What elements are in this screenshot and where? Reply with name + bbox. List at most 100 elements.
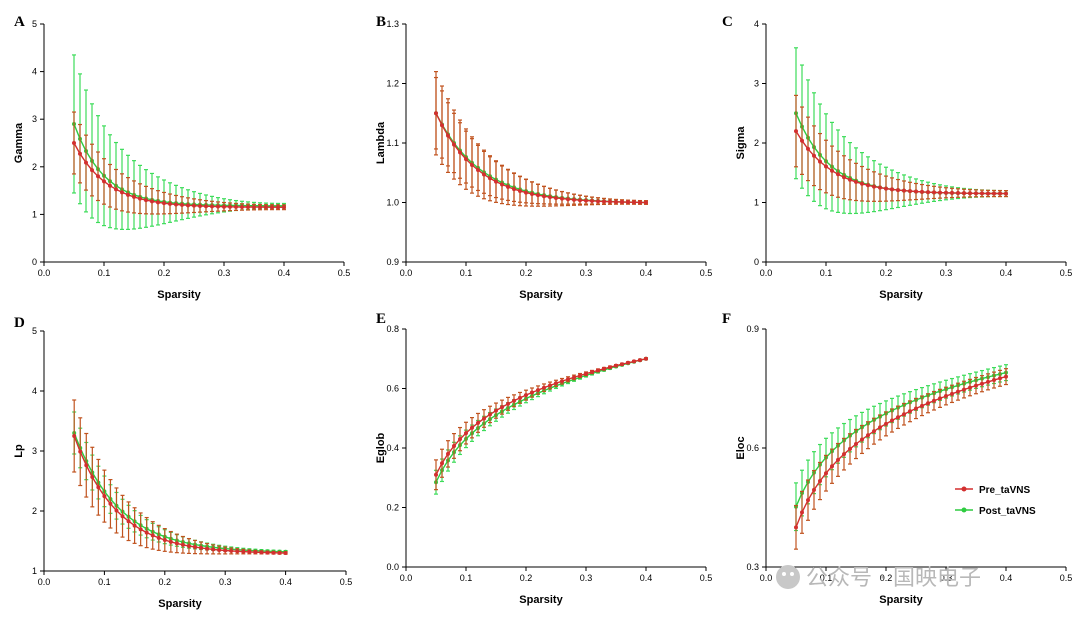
series-pre	[72, 399, 288, 555]
data-point	[283, 551, 288, 555]
panel-letter: C	[722, 14, 733, 30]
data-point	[84, 160, 88, 165]
data-point	[806, 146, 810, 151]
data-point	[920, 189, 924, 194]
data-point	[180, 542, 185, 547]
data-point	[216, 204, 220, 209]
data-point	[878, 425, 882, 430]
series-line	[435, 358, 647, 483]
data-point	[253, 550, 258, 555]
data-point	[156, 200, 160, 205]
data-point	[506, 184, 510, 189]
data-point	[464, 431, 468, 436]
watermark: 公众号 · 国映电子	[776, 565, 981, 591]
y-tick-label: 0	[754, 257, 759, 267]
data-point	[512, 187, 516, 192]
y-tick-label: 1	[32, 209, 37, 219]
data-point	[908, 409, 912, 414]
x-tick-label: 0.4	[640, 573, 653, 583]
data-point	[506, 401, 510, 406]
data-point	[920, 403, 924, 408]
series-pre	[72, 111, 286, 215]
data-point	[186, 203, 190, 208]
data-point	[114, 508, 119, 513]
data-point	[578, 373, 582, 378]
data-point	[794, 525, 798, 530]
data-point	[199, 545, 204, 550]
data-point	[800, 138, 804, 143]
legend-marker-post	[961, 507, 967, 513]
data-point	[608, 365, 612, 370]
x-tick-label: 0.1	[460, 573, 473, 583]
data-point	[854, 442, 858, 447]
x-tick-label: 0.0	[38, 268, 51, 278]
data-point	[452, 443, 456, 448]
data-point	[560, 196, 564, 201]
series-pre	[434, 356, 648, 491]
legend: Pre_taVNS Post_taVNS	[955, 485, 1036, 517]
data-point	[554, 195, 558, 200]
data-point	[914, 189, 918, 194]
data-point	[446, 451, 450, 456]
data-point	[210, 204, 214, 209]
data-point	[198, 203, 202, 208]
data-point	[902, 188, 906, 193]
data-point	[222, 204, 226, 209]
chart-panel-d: D 0.0 0.1 0.2 0.3 0.4 0.5 1 2 3 4 5 Sparsity Lp	[13, 315, 352, 610]
data-point	[626, 360, 630, 365]
data-point	[271, 550, 276, 555]
x-tick-label: 0.5	[338, 268, 351, 278]
data-point	[258, 205, 262, 210]
y-tick-label: 3	[32, 446, 37, 456]
data-point	[494, 408, 498, 413]
x-tick-label: 0.3	[940, 268, 953, 278]
data-point	[842, 452, 846, 457]
data-point	[944, 394, 948, 399]
y-tick-label: 2	[754, 138, 759, 148]
data-point	[890, 418, 894, 423]
data-point	[872, 184, 876, 189]
y-tick-label: 5	[32, 19, 37, 29]
y-axis-title: Sigma	[735, 126, 747, 160]
data-point	[848, 446, 852, 451]
data-point	[926, 401, 930, 406]
series-line	[435, 358, 647, 476]
x-tick-label: 0.1	[98, 577, 111, 587]
data-point	[476, 420, 480, 425]
data-point	[132, 523, 137, 528]
x-axis-title: Sparsity	[158, 598, 202, 610]
data-point	[452, 142, 456, 147]
data-point	[72, 141, 76, 145]
data-point	[168, 539, 173, 544]
data-point	[156, 535, 161, 540]
series-line	[795, 375, 1007, 528]
data-point	[878, 185, 882, 190]
data-point	[992, 378, 996, 383]
x-tick-label: 0.2	[880, 573, 893, 583]
x-tick-label: 0.3	[580, 573, 593, 583]
data-point	[638, 358, 642, 363]
data-point	[548, 195, 552, 200]
data-point	[932, 190, 936, 195]
data-point	[241, 549, 246, 554]
data-point	[818, 479, 822, 484]
data-point	[896, 188, 900, 193]
data-point	[584, 198, 588, 203]
data-point	[108, 501, 113, 506]
data-point	[138, 196, 142, 201]
y-axis-title: Lambda	[375, 121, 387, 164]
data-point	[120, 514, 125, 519]
data-point	[962, 387, 966, 392]
data-point	[126, 519, 131, 524]
y-tick-label: 0.4	[386, 443, 399, 453]
data-point	[482, 172, 486, 177]
data-point	[229, 548, 234, 553]
data-point	[830, 168, 834, 173]
y-tick-label: 4	[32, 67, 37, 77]
x-tick-label: 0.1	[820, 573, 833, 583]
data-point	[446, 133, 450, 138]
panel-letter: D	[14, 315, 25, 331]
data-point	[848, 177, 852, 182]
y-axis-title: Eglob	[375, 432, 387, 463]
x-axis-title: Sparsity	[519, 289, 563, 301]
